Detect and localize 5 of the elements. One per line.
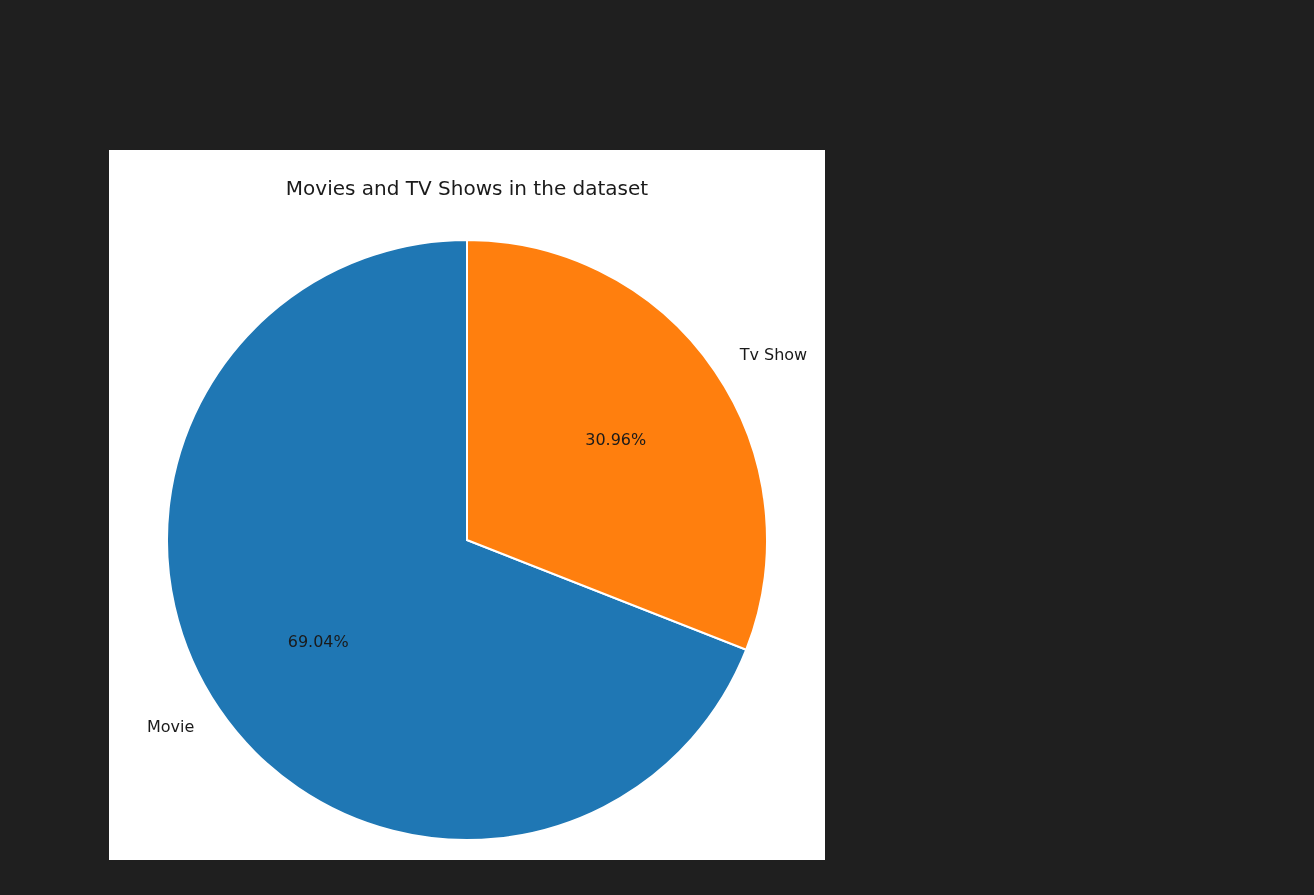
slice-label: Movie <box>146 716 195 736</box>
chart-title: Movies and TV Shows in the dataset <box>284 175 650 200</box>
data-label: 30.96% <box>585 429 647 449</box>
slice-label: Tv Show <box>738 344 808 364</box>
data-label: 69.04% <box>287 631 349 651</box>
